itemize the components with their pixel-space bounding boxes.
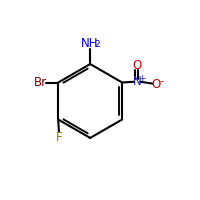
Text: O: O bbox=[132, 59, 141, 72]
Text: F: F bbox=[56, 131, 62, 144]
Text: 2: 2 bbox=[95, 40, 100, 49]
Text: NH: NH bbox=[81, 37, 98, 50]
Text: Br: Br bbox=[34, 76, 47, 89]
Text: O: O bbox=[151, 78, 161, 91]
Text: N: N bbox=[132, 75, 141, 88]
Text: -: - bbox=[160, 76, 164, 86]
Text: +: + bbox=[138, 74, 145, 83]
